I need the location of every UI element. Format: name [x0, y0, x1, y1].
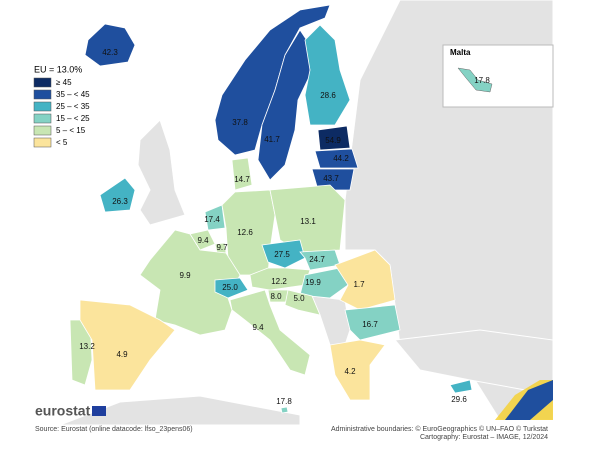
region-label: 4.2 [344, 367, 356, 376]
brand: eurostat [35, 403, 91, 419]
region-label: 16.7 [362, 320, 378, 329]
region [334, 249, 396, 311]
region-label: 9.4 [197, 236, 209, 245]
land-uk [137, 119, 186, 226]
cartography: Cartography: Eurostat – IMAGE, 12/2024 [420, 434, 548, 441]
inset-label: 17.8 [474, 76, 490, 85]
region [344, 304, 401, 341]
legend-title: EU = 13.0% [34, 64, 82, 74]
region [229, 289, 311, 376]
region [311, 168, 355, 191]
land-balkans [311, 295, 351, 346]
region [99, 177, 136, 213]
region [214, 277, 249, 299]
region-label: 28.6 [320, 91, 336, 100]
legend-swatch [33, 137, 52, 148]
boundaries: Administrative boundaries: © EuroGeograp… [331, 425, 548, 433]
region-label: 43.7 [323, 174, 339, 183]
region-label: 14.7 [234, 175, 250, 184]
legend-label: 35 – < 45 [56, 90, 90, 99]
region-label: 41.7 [264, 135, 280, 144]
land-turkey [394, 329, 554, 396]
eu-flag [92, 406, 106, 416]
region [84, 23, 136, 67]
region [314, 148, 359, 169]
region-label: 27.5 [274, 250, 290, 259]
region [214, 4, 331, 156]
region-label: 17.4 [204, 215, 220, 224]
region [299, 267, 349, 299]
source: Source: Eurostat (online datacode: lfso_… [35, 426, 193, 433]
region-label: 42.3 [102, 48, 118, 57]
legend-swatch [33, 89, 52, 100]
legend-label: 25 – < 35 [56, 102, 90, 111]
inset-box [442, 44, 554, 108]
legend-label: 15 – < 25 [56, 114, 90, 123]
region-label: 25.0 [222, 283, 238, 292]
legend-label: ≥ 45 [56, 78, 72, 87]
legend-swatch [33, 113, 52, 124]
region [304, 24, 351, 126]
region [79, 299, 176, 391]
region-label: 12.2 [271, 277, 287, 286]
region-label: 9.4 [252, 323, 264, 332]
region [449, 379, 473, 394]
region-label: 19.9 [305, 278, 321, 287]
region [284, 289, 321, 316]
land-africa [59, 395, 301, 426]
region-label: 9.9 [179, 271, 191, 280]
logo-shape [505, 380, 553, 420]
legend-swatch [33, 101, 52, 112]
region-label: 24.7 [309, 255, 325, 264]
legend-label: 5 – < 15 [56, 126, 86, 135]
region-label: 12.6 [237, 228, 253, 237]
region-label: 26.3 [112, 197, 128, 206]
region-label: 37.8 [232, 118, 248, 127]
region-label: 17.8 [276, 397, 292, 406]
legend-label: < 5 [56, 138, 68, 147]
region-label: 4.9 [116, 350, 128, 359]
legend-swatch [33, 125, 52, 136]
region [299, 249, 341, 271]
region-label: 9.7 [216, 243, 228, 252]
region-label: 29.6 [451, 395, 467, 404]
region [231, 157, 253, 191]
region-label: 13.2 [79, 342, 95, 351]
inset-shape [457, 67, 493, 93]
region-label: 13.1 [300, 217, 316, 226]
region [257, 29, 311, 181]
region [280, 406, 289, 414]
legend-swatch [33, 77, 52, 88]
region-label: 5.0 [293, 294, 305, 303]
region-label: 8.0 [270, 292, 282, 301]
region [317, 125, 351, 151]
region [261, 239, 306, 269]
region-label: 1.7 [353, 280, 365, 289]
region [204, 204, 226, 231]
inset-title: Malta [450, 48, 471, 57]
region-label: 54.9 [325, 136, 341, 145]
region-label: 44.2 [333, 154, 349, 163]
region [329, 339, 386, 401]
